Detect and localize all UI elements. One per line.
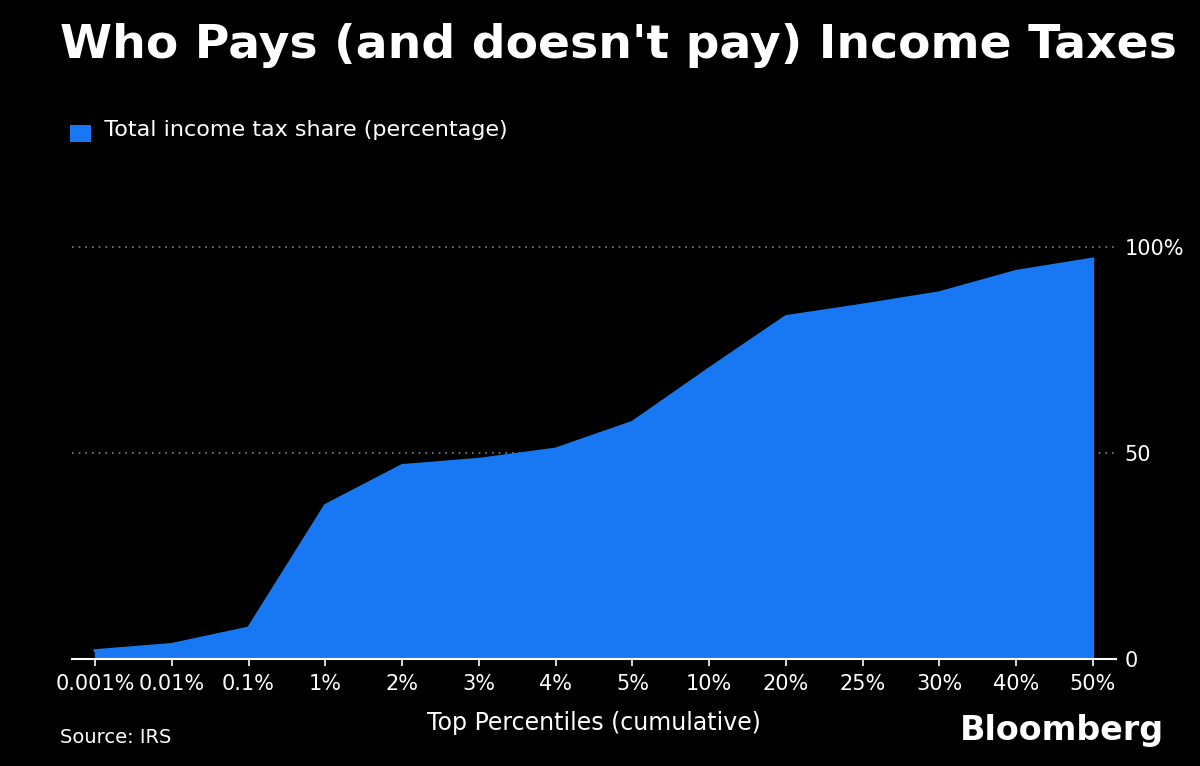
Text: Who Pays (and doesn't pay) Income Taxes: Who Pays (and doesn't pay) Income Taxes: [60, 23, 1177, 68]
Text: Source: IRS: Source: IRS: [60, 728, 172, 747]
X-axis label: Top Percentiles (cumulative): Top Percentiles (cumulative): [427, 711, 761, 735]
Text: Bloomberg: Bloomberg: [960, 714, 1164, 747]
Text: Total income tax share (percentage): Total income tax share (percentage): [90, 120, 508, 140]
